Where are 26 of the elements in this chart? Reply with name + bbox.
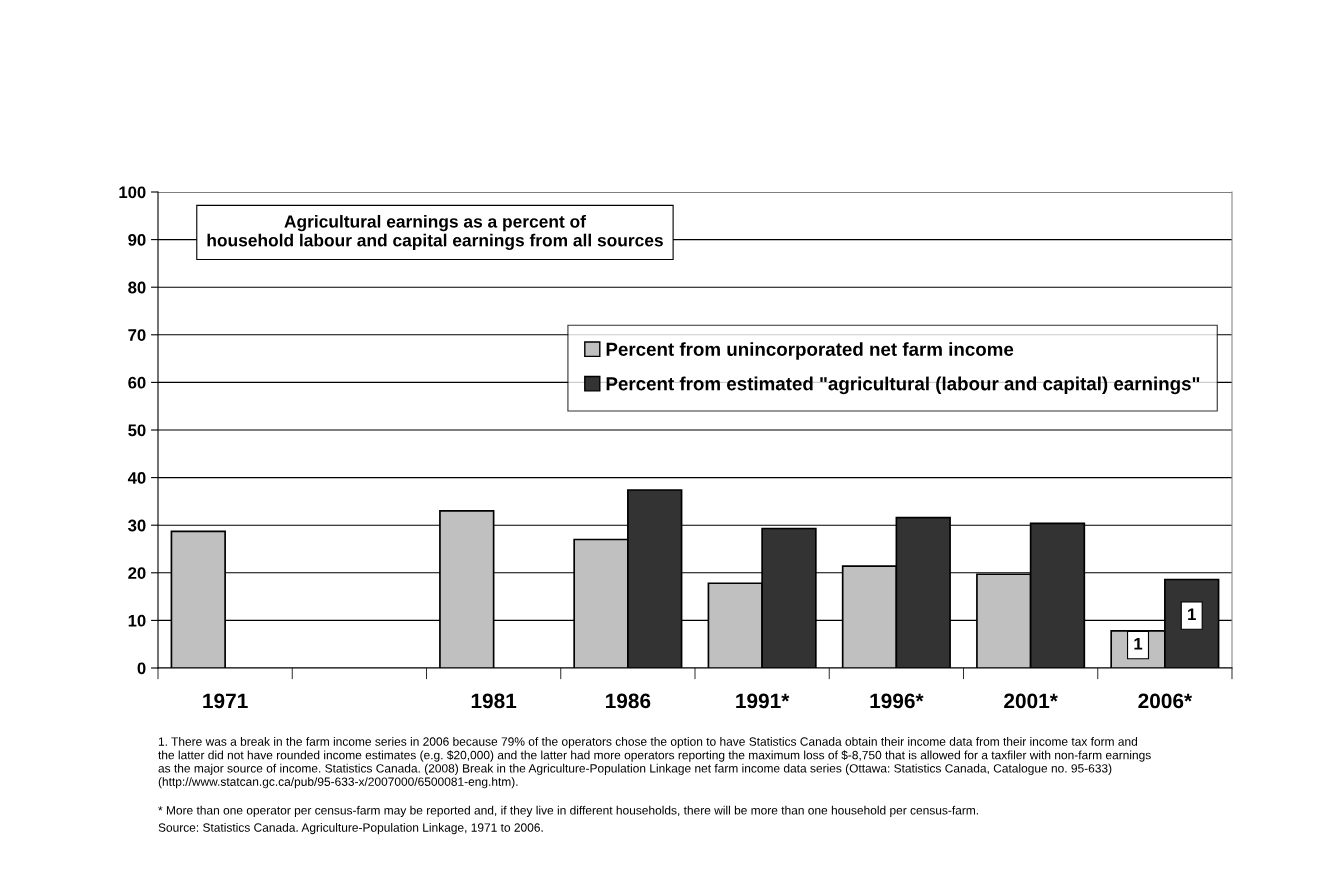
x-tick-label: 1981 [471, 693, 517, 709]
x-tick-label: 2001* [1004, 693, 1058, 709]
x-tick-label: 1986 [606, 693, 651, 709]
y-tick-label: 80 [128, 281, 146, 294]
y-tick-label: 30 [128, 519, 146, 532]
annotation: 1 [1188, 608, 1196, 620]
text: Agricultural earnings as a percent of household labour and capital earnings from all sources [207, 214, 663, 250]
x-tick-label: 1991* [736, 693, 790, 709]
legend-label: Percent from estimated "agricultural (labour and capital) earnings" [606, 376, 1200, 395]
y-tick-label: 70 [128, 329, 146, 341]
y-tick-label: 20 [128, 567, 146, 579]
x-tick-label: 2006* [1138, 693, 1193, 709]
source-note: Source: Statistics Canada. Agriculture-Population Linkage, 1971 to 2006. [158, 822, 543, 835]
y-tick-label: 60 [128, 376, 146, 389]
y-tick-label: 90 [128, 234, 146, 246]
annotation: 1 [1134, 638, 1143, 650]
x-tick-label: 1971 [203, 693, 248, 709]
y-tick-label: 40 [127, 472, 146, 484]
text: * More than one operator per census-farm may be reported and, if they live in different households, there will be more than one household per census-farm. [158, 805, 978, 817]
text: 1. There was a break in the farm income series in 2006 because 79% of the operators chose the option to have Statistics Canada obtain their income data from their income tax form and the latter did not have rounded income estimates (e.g. $20,000) and the latter had more operators reporting the maximum loss of $-8,750 that is allowed for a taxfiler with non-farm earnings as the major source of income. Statistics Canada. (2008) Break in the Agriculture-Population Linkage net farm income data series (Ottawa: Statistics Canada, Catalogue no. 95-633) (http://www.statcan.gc.ca/pub/95-633-x/2007000/6500081-eng.htm). [158, 737, 1151, 789]
y-tick-label: 50 [128, 424, 146, 437]
y-tick-label: 10 [128, 614, 146, 627]
y-tick-label: 0 [137, 662, 146, 675]
x-tick-label: 1996* [870, 693, 924, 709]
legend-label: Percent from unincorporated net farm income [606, 342, 1014, 360]
y-tick-label: 100 [119, 186, 146, 199]
